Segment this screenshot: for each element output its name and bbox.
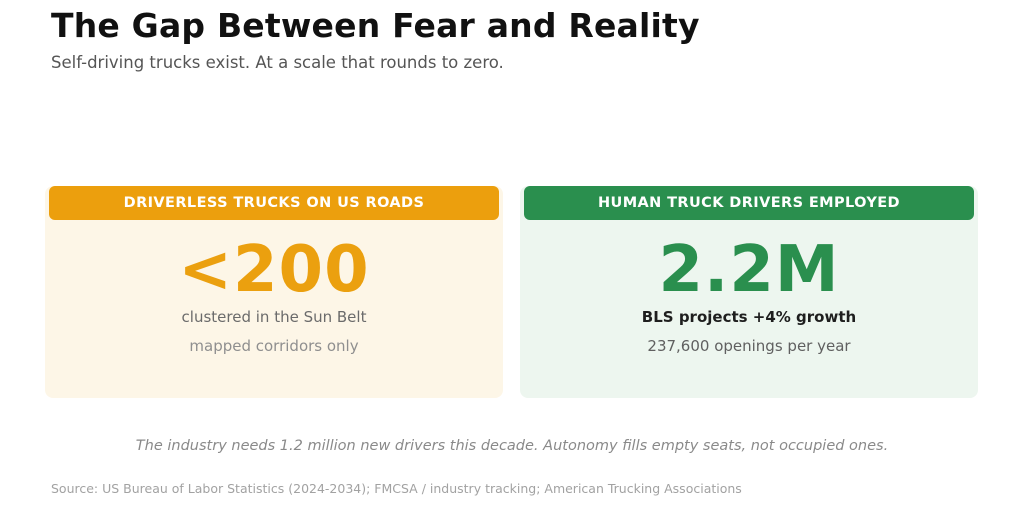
- human-drivers-detail: BLS projects +4% growth: [641, 308, 857, 326]
- driverless-trucks-value: <200: [178, 233, 370, 307]
- driverless-trucks-card: DRIVERLESS TRUCKS ON US ROADS <200 clust…: [45, 186, 503, 398]
- page-subtitle: Self-driving trucks exist. At a scale th…: [51, 53, 504, 72]
- takeaway-footnote: The industry needs 1.2 million new drive…: [135, 438, 889, 454]
- driverless-trucks-card-header: DRIVERLESS TRUCKS ON US ROADS: [49, 186, 499, 220]
- human-drivers-card: HUMAN TRUCK DRIVERS EMPLOYED 2.2M BLS pr…: [520, 186, 978, 398]
- driverless-trucks-detail: clustered in the Sun Belt: [181, 308, 367, 326]
- driverless-trucks-note: mapped corridors only: [189, 337, 359, 355]
- source-citation: Source: US Bureau of Labor Statistics (2…: [51, 481, 742, 496]
- human-drivers-note: 237,600 openings per year: [647, 337, 851, 355]
- human-drivers-card-header: HUMAN TRUCK DRIVERS EMPLOYED: [524, 186, 974, 220]
- human-drivers-value: 2.2M: [658, 233, 840, 307]
- page-title: The Gap Between Fear and Reality: [51, 6, 700, 45]
